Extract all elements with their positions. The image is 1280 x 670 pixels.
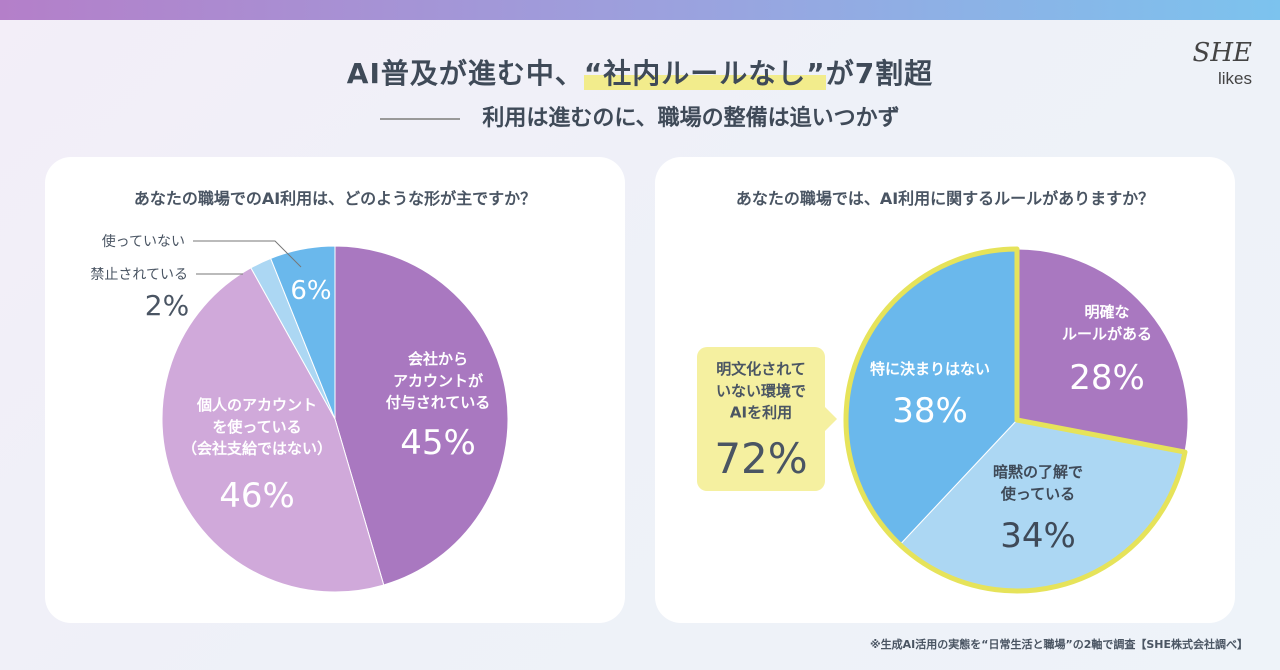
- title-part: AI普及が進む中、: [346, 57, 584, 90]
- pie-slice: [1016, 248, 1189, 453]
- callout-value: 72%: [714, 434, 807, 483]
- slice-label: 個人のアカウント: [196, 396, 317, 414]
- divider: [380, 118, 461, 120]
- slice-value: 6%: [290, 276, 331, 306]
- slice-label: 使っていない: [102, 233, 185, 250]
- slice-label: 禁止されている: [90, 267, 188, 283]
- slice-value: 2%: [145, 289, 189, 322]
- pie-slice: [161, 267, 385, 593]
- callout-label: いない環境で: [716, 382, 806, 400]
- page-subtitle: 利用は進むのに、職場の整備は追いつかず: [0, 100, 1280, 132]
- slice-label: （会社支給ではない）: [182, 440, 332, 458]
- slice-value: 45%: [400, 423, 476, 463]
- callout-bubble: [697, 347, 837, 491]
- slice-label: 暗黙の了解で: [993, 463, 1083, 481]
- callout-label: AIを利用: [730, 404, 792, 422]
- pie-slice: [334, 245, 509, 586]
- chart-card-usage: あなたの職場でのAI利用は、どのような形が主ですか？ 会社からアカウントが 付与さ…: [45, 157, 625, 623]
- callout-label: 明文化されて: [716, 360, 806, 378]
- slice-value: 34%: [1000, 516, 1076, 556]
- slice-label: 使っている: [1000, 485, 1075, 503]
- chart-title: あなたの職場でのAI利用は、どのような形が主ですか？: [133, 189, 537, 208]
- slice-label: 特に決まりはない: [870, 360, 990, 378]
- slice-label: を使っている: [212, 418, 301, 436]
- pie-slice: [270, 245, 336, 420]
- slice-value: 28%: [1069, 358, 1145, 398]
- subtitle-text: 利用は進むのに、職場の整備は追いつかず: [482, 106, 900, 131]
- highlight-outline: [843, 246, 1188, 594]
- chart-title: あなたの職場では、AI利用に関するルールがありますか？: [735, 189, 1155, 208]
- decorative-banner: [0, 0, 1280, 20]
- slice-label: ルールがある: [1062, 325, 1152, 343]
- slice-value: 46%: [219, 476, 295, 516]
- title-highlight: “社内ルールなし”: [583, 57, 826, 90]
- page-title: AI普及が進む中、“社内ルールなし”が7割超: [0, 52, 1280, 92]
- slice-label: アカウントが: [393, 372, 484, 390]
- she-likes-logo: SHE likes: [1192, 38, 1252, 88]
- slice-label: 会社から: [408, 350, 468, 368]
- title-part: が7割超: [825, 57, 934, 90]
- chart-card-rules: あなたの職場では、AI利用に関するルールがありますか？ 明確なルールがある 28%…: [655, 157, 1235, 623]
- slice-label: 付与されている: [386, 394, 491, 412]
- footnote: ※生成AI活用の実態を“日常生活と職場”の2軸で調査【SHE株式会社調べ】: [869, 638, 1248, 651]
- slice-label: 明確な: [1084, 303, 1129, 321]
- slice-value: 38%: [892, 391, 968, 431]
- leader-line: [193, 240, 302, 268]
